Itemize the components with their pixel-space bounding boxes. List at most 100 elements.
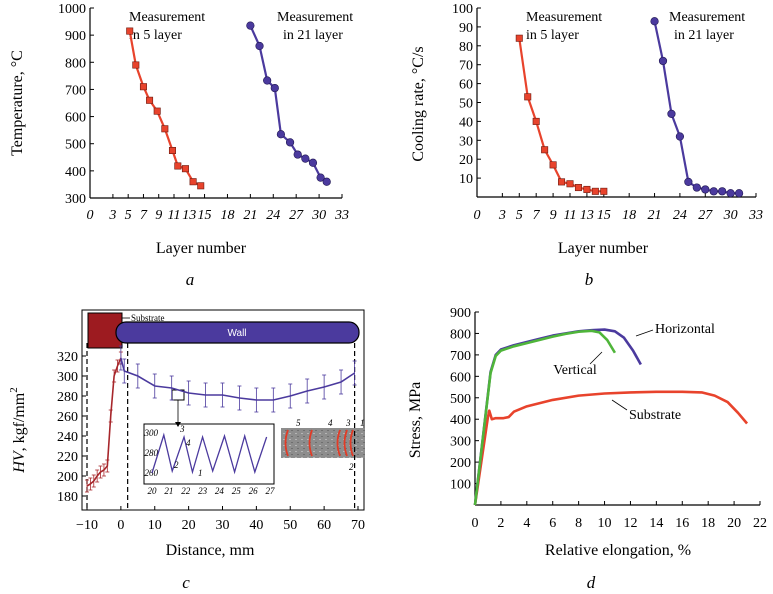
panel-b-series-0-point xyxy=(549,161,557,169)
panel-d-label: d xyxy=(587,573,596,592)
inset-point-label: 2 xyxy=(174,460,179,470)
panel-b-xlabel: Layer number xyxy=(558,240,649,257)
panel-c-ytick-label: 220 xyxy=(57,450,78,465)
panel-b-series-1-point xyxy=(650,17,659,26)
panel-a-annot-1b: in 5 layer xyxy=(129,28,182,43)
panel-a-xtick-label: 11 xyxy=(168,208,181,223)
panel-b-annot-1b: in 5 layer xyxy=(526,28,579,43)
micrograph-fusion-line xyxy=(349,429,354,457)
panel-d-xtick-label: 20 xyxy=(727,516,741,531)
legend-substrate-leader xyxy=(611,399,628,411)
panel-b-ytick-label: 50 xyxy=(459,97,473,112)
inset-point-label: 3 xyxy=(179,424,185,434)
panel-a-xtick-label: 27 xyxy=(289,208,304,223)
panel-b-xtick-label: 18 xyxy=(622,208,636,223)
legend-substrate: Substrate xyxy=(629,408,681,423)
panel-a-ytick-label: 700 xyxy=(65,83,86,98)
panel-c-ytick-label: 280 xyxy=(57,390,78,405)
inset-xtick-label: 22 xyxy=(181,486,191,496)
panel-d-ylabel: Stress, MPa xyxy=(407,382,424,458)
panel-b-series-0-point xyxy=(591,187,599,195)
inset-ytick-label: 280 xyxy=(145,448,159,458)
panel-d-ytick-label: 200 xyxy=(450,456,471,471)
panel-c-ytick-label: 260 xyxy=(57,410,78,425)
panel-a: Temperature, °C Layer number a Measureme… xyxy=(9,2,353,289)
panel-d-ytick-label: 400 xyxy=(450,413,471,428)
panel-b-series-0-point xyxy=(583,185,591,193)
panel-b-series-0-point xyxy=(524,93,532,101)
panel-d-xtick-label: 16 xyxy=(675,516,689,531)
inset-ytick-label: 300 xyxy=(144,428,159,438)
panel-a-series-1-point xyxy=(285,138,295,147)
panel-a-xtick-label: 0 xyxy=(87,208,94,223)
inset-xtick-label: 20 xyxy=(148,486,158,496)
panel-d-xtick-label: 10 xyxy=(598,516,612,531)
legend-horizontal-leader xyxy=(635,329,654,337)
panel-d-ytick-label: 900 xyxy=(450,306,471,321)
panel-a-annot-2b: in 21 layer xyxy=(283,28,343,43)
panel-d-ytick-label: 500 xyxy=(450,392,471,407)
panel-a-series-0-point xyxy=(139,83,147,91)
panel-d: Stress, MPa Relative elongation, % d Hor… xyxy=(407,306,767,592)
inset-pointer-head xyxy=(175,422,181,427)
panel-b-annot-2a: Measurement xyxy=(669,10,745,25)
svg-text:Cooling rate, °C/s: Cooling rate, °C/s xyxy=(410,46,427,161)
panel-b-series-0-point xyxy=(558,178,566,186)
panel-c-ylabel-sup: 2 xyxy=(8,387,20,393)
panel-c-ylabel-units: , kgf/mm xyxy=(11,392,28,451)
micrograph-fusion-line xyxy=(308,429,313,457)
panel-c-ylabel-main: HV xyxy=(11,449,28,474)
panel-a-series-0-point xyxy=(197,182,205,190)
panel-b-series-0-point xyxy=(574,184,582,192)
panel-c-xtick-label: 50 xyxy=(283,518,297,533)
panel-b-ytick-label: 70 xyxy=(459,59,473,74)
panel-a-series-0-point xyxy=(153,107,161,115)
panel-c-ytick-label: 320 xyxy=(57,350,78,365)
substrate-label: Substrate xyxy=(131,313,165,323)
wall-label: Wall xyxy=(227,328,246,339)
micrograph-label: 3 xyxy=(345,418,351,428)
panel-a-xtick-label: 9 xyxy=(155,208,162,223)
panel-b-xtick-label: 13 xyxy=(580,208,594,223)
panel-a-series-0-point xyxy=(181,165,189,173)
inset-point-label: 1 xyxy=(198,468,203,478)
panel-b-xtick-label: 33 xyxy=(748,208,763,223)
inset-ytick-label: 260 xyxy=(145,468,159,478)
panel-d-series-2-line xyxy=(473,390,749,506)
micrograph-label: 5 xyxy=(296,418,301,428)
legend-vertical-leader xyxy=(589,351,603,365)
micrograph-label: 4 xyxy=(328,418,333,428)
panel-a-series-0-point xyxy=(132,61,140,69)
panel-d-xtick-label: 2 xyxy=(497,516,504,531)
panel-b-series-0-line xyxy=(518,38,604,193)
micrograph-label: 2 xyxy=(349,462,354,472)
panel-a-series-1-point xyxy=(322,177,331,186)
panel-a-xtick-label: 18 xyxy=(220,208,234,223)
panel-b-ytick-label: 60 xyxy=(459,78,473,93)
panel-d-ytick-label: 800 xyxy=(450,327,471,342)
panel-c-ytick-label: 240 xyxy=(57,430,78,445)
svg-text:HV, kgf/mm2: HV, kgf/mm2 xyxy=(8,387,28,474)
micrograph-label: 1 xyxy=(360,418,365,428)
panel-b-xtick-label: 15 xyxy=(597,208,611,223)
panel-d-xtick-label: 14 xyxy=(649,516,663,531)
panel-d-ytick-label: 600 xyxy=(450,370,471,385)
panel-b-series-1-line xyxy=(653,21,740,195)
panel-b: Cooling rate, °C/s Layer number b Measur… xyxy=(410,2,763,289)
panel-b-series-0-point xyxy=(532,117,540,125)
panel-a-xtick-label: 5 xyxy=(125,208,132,223)
panel-b-series-1-point xyxy=(667,109,676,118)
micrograph-fusion-line xyxy=(336,429,341,457)
panel-b-series-1-point xyxy=(734,189,744,198)
inset-frame xyxy=(143,423,275,485)
panel-d-ytick-label: 300 xyxy=(450,435,471,450)
panel-c-xtick-label: −10 xyxy=(76,518,98,533)
panel-b-series-0-point xyxy=(541,146,549,154)
panel-c-xlabel: Distance, mm xyxy=(166,542,255,559)
panel-a-xtick-label: 21 xyxy=(243,208,257,223)
inset-xtick-label: 24 xyxy=(215,486,225,496)
panel-b-annot-2b: in 21 layer xyxy=(674,28,734,43)
panel-b-xtick-label: 3 xyxy=(498,208,506,223)
panel-a-series-0-point xyxy=(126,27,134,35)
